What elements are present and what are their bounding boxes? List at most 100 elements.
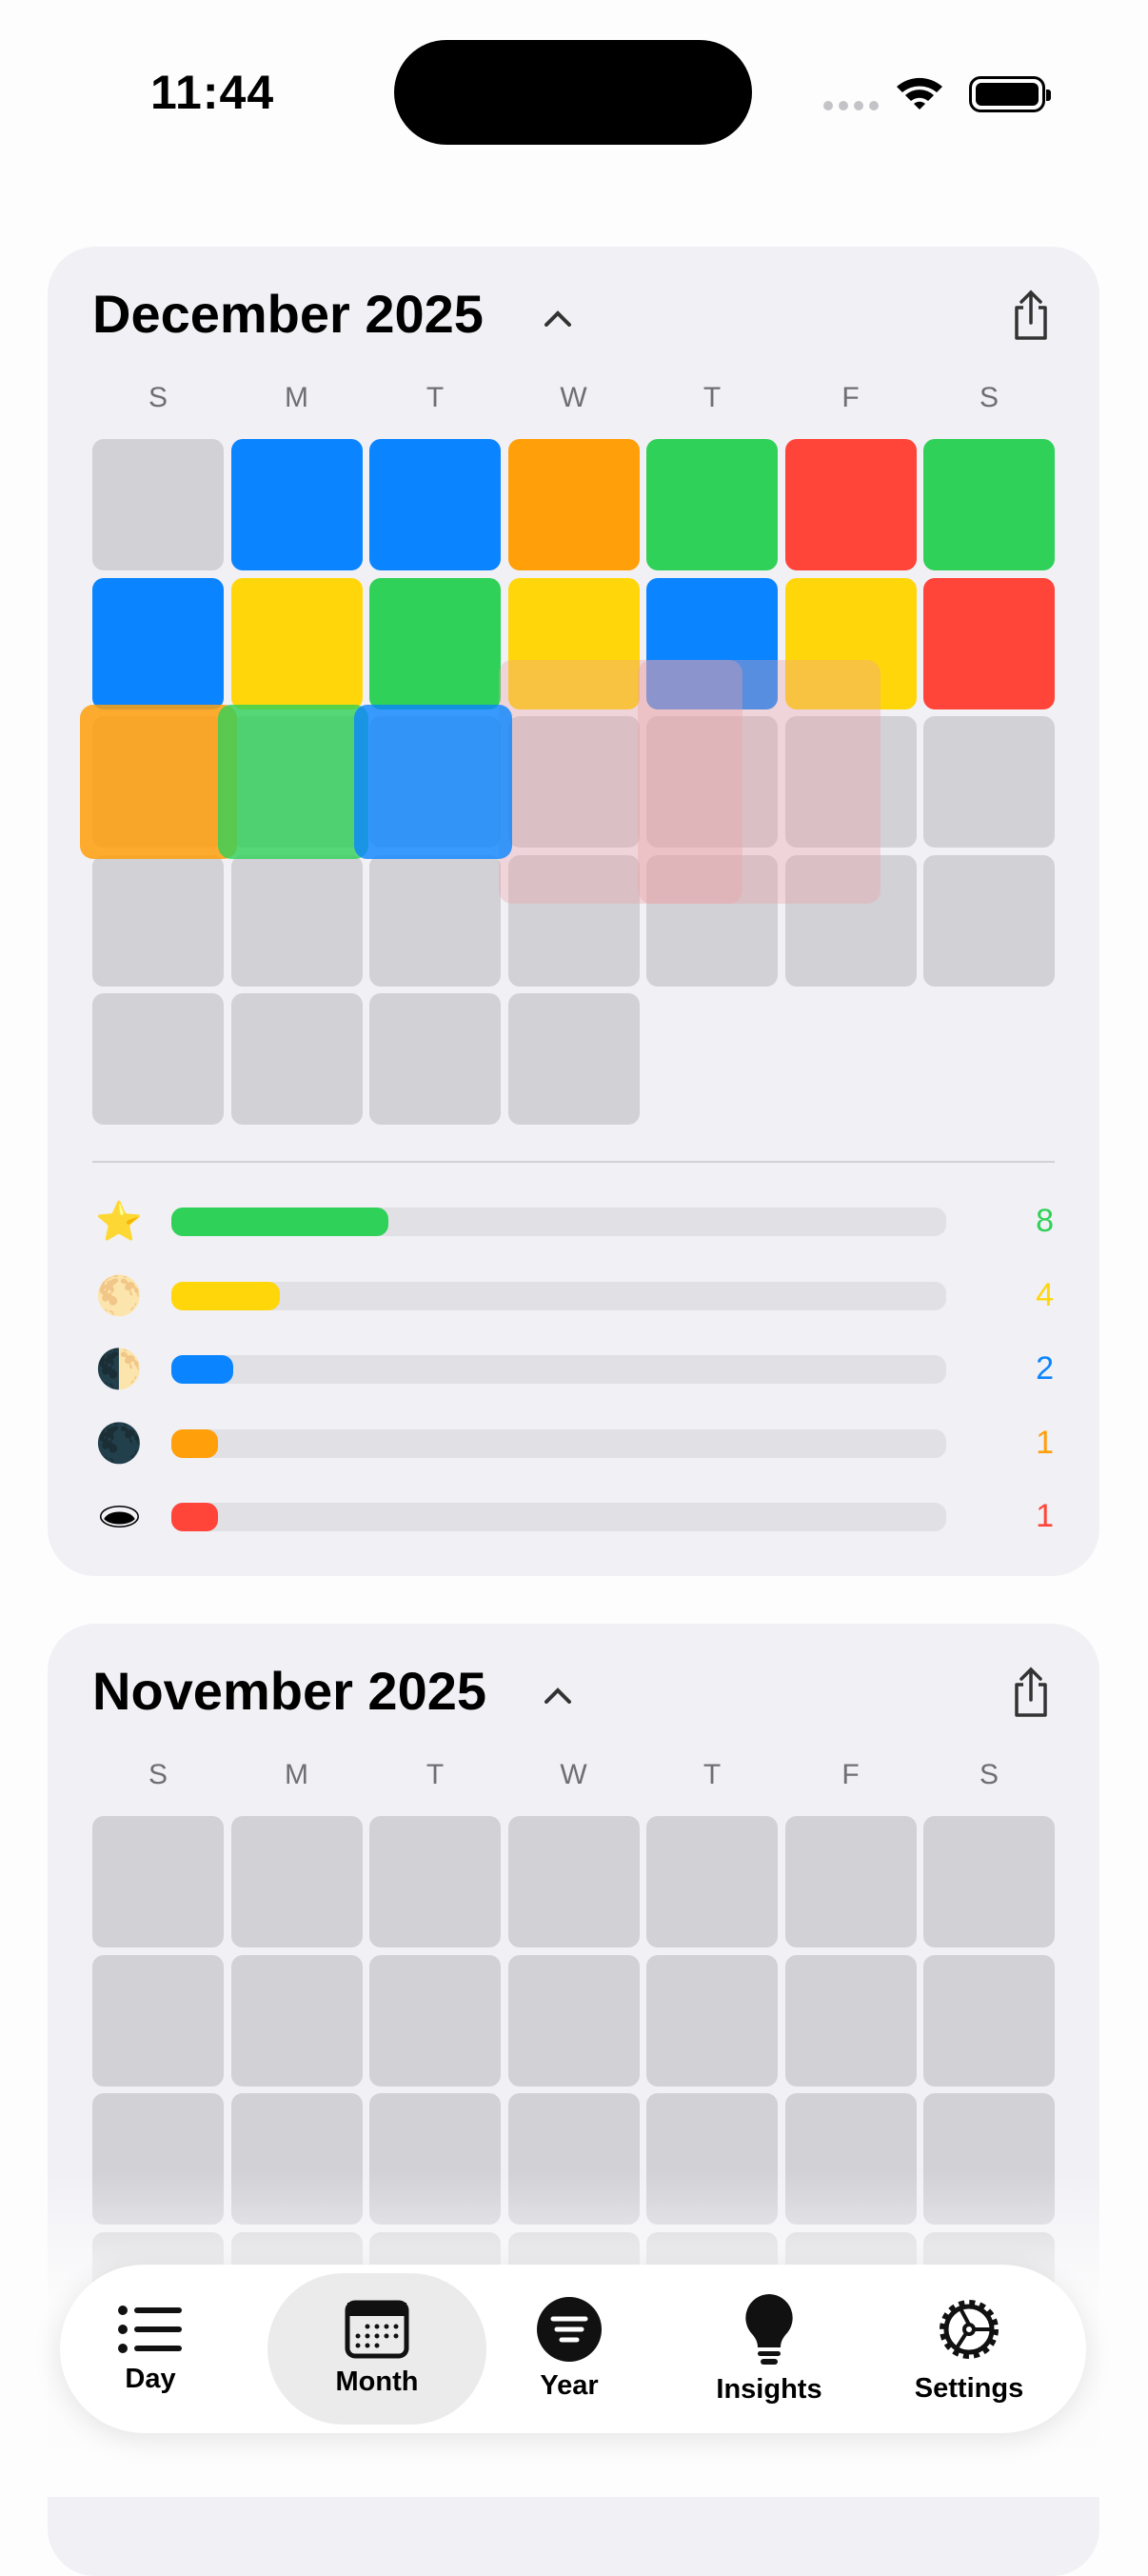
day-cell[interactable]: [230, 1954, 363, 2087]
weekday-label: T: [426, 1759, 445, 1790]
weekday-label: T: [426, 382, 445, 413]
weekday-label: M: [285, 382, 308, 413]
day-cell[interactable]: [784, 1954, 917, 2087]
day-cell[interactable]: [507, 854, 640, 987]
day-cell[interactable]: [923, 1954, 1055, 2087]
tab-settings[interactable]: Settings: [888, 2265, 1050, 2433]
share-icon[interactable]: [1009, 1666, 1053, 1719]
day-cell[interactable]: [923, 577, 1055, 709]
day-cell[interactable]: [923, 854, 1055, 987]
hole-icon: 🕳: [95, 1496, 144, 1538]
stat-bar: [171, 1428, 946, 1458]
day-cell[interactable]: [507, 439, 640, 570]
day-cell[interactable]: [230, 577, 363, 709]
battery-icon: [969, 76, 1051, 112]
weekday-label: S: [979, 382, 999, 413]
tab-label: Day: [125, 2364, 176, 2394]
day-cell[interactable]: [230, 993, 363, 1125]
stat-bar-fill: [171, 1355, 234, 1384]
dragged-tile[interactable]: [80, 705, 237, 859]
day-cell[interactable]: [369, 577, 501, 709]
year-filter-icon: [537, 2297, 602, 2362]
day-cell[interactable]: [507, 577, 640, 709]
day-cell[interactable]: [646, 716, 778, 848]
day-cell[interactable]: [92, 993, 224, 1125]
day-cell[interactable]: [784, 439, 917, 570]
day-cell[interactable]: [369, 993, 501, 1125]
day-cell[interactable]: [92, 1816, 224, 1947]
dragged-tile[interactable]: [638, 660, 881, 904]
star-icon: ⭐: [95, 1201, 143, 1243]
stat-count: 2: [1036, 1350, 1054, 1387]
new-moon-icon: 🌑: [95, 1422, 143, 1465]
tab-year[interactable]: Year: [498, 2265, 641, 2433]
day-cell[interactable]: [646, 854, 778, 987]
stat-count: 8: [1036, 1203, 1054, 1239]
day-cell[interactable]: [507, 1954, 640, 2087]
day-cell[interactable]: [507, 993, 640, 1125]
full-moon-icon: 🌕: [95, 1274, 143, 1317]
signal-icon: [823, 101, 879, 110]
tab-day[interactable]: Day: [79, 2265, 222, 2433]
tab-month[interactable]: Month: [267, 2273, 486, 2425]
day-cell[interactable]: [369, 439, 501, 570]
day-cell[interactable]: [646, 1816, 778, 1947]
chevron-up-icon[interactable]: [541, 1679, 575, 1713]
tab-label: Settings: [914, 2373, 1024, 2404]
wifi-icon: [897, 77, 942, 110]
dragged-tile[interactable]: [218, 705, 368, 859]
tab-insights[interactable]: Insights: [688, 2265, 850, 2433]
day-cell[interactable]: [230, 439, 363, 570]
day-cell[interactable]: [92, 1954, 224, 2087]
lightbulb-icon: [745, 2294, 793, 2365]
chevron-up-icon[interactable]: [541, 302, 575, 336]
day-cell[interactable]: [784, 577, 917, 709]
day-cell[interactable]: [369, 1954, 501, 2087]
day-cell[interactable]: [369, 854, 501, 987]
weekday-label: W: [560, 1759, 587, 1790]
stat-bar-fill: [171, 1281, 280, 1310]
status-time: 11:44: [150, 66, 275, 119]
day-cell[interactable]: [646, 577, 778, 709]
calendar-icon: [345, 2300, 409, 2359]
tab-label: Insights: [716, 2374, 822, 2405]
day-cell[interactable]: [92, 577, 224, 709]
tab-bar: Day Month Year Insights Settings: [60, 2265, 1086, 2433]
stat-bar-fill: [171, 1428, 218, 1458]
day-cell[interactable]: [784, 716, 917, 848]
day-cell[interactable]: [784, 1816, 917, 1947]
weekday-label: F: [841, 382, 860, 413]
day-cell[interactable]: [92, 854, 224, 987]
stat-count: 1: [1036, 1498, 1054, 1534]
stat-bar-fill: [171, 1503, 218, 1531]
day-cell[interactable]: [923, 439, 1055, 570]
weekday-label: T: [703, 382, 722, 413]
day-cell[interactable]: [646, 439, 778, 570]
divider: [92, 1161, 1055, 1163]
month-card-december: December 2025 S M T W T F S ⭐ 8 🌕 4 🌓 2 🌑 1 🕳 1: [48, 247, 1099, 1576]
tab-label: Year: [540, 2370, 599, 2401]
stat-bar-fill: [171, 1208, 388, 1236]
day-cell[interactable]: [507, 1816, 640, 1947]
tab-label: Month: [335, 2366, 419, 2397]
weekday-label: S: [979, 1759, 999, 1790]
day-cell[interactable]: [230, 1816, 363, 1947]
weekday-label: T: [703, 1759, 722, 1790]
day-cell[interactable]: [923, 716, 1055, 848]
gear-icon: [940, 2300, 999, 2359]
dragged-tile[interactable]: [354, 705, 512, 859]
day-cell[interactable]: [92, 439, 224, 570]
day-cell[interactable]: [230, 854, 363, 987]
dragged-tile[interactable]: [499, 660, 742, 904]
day-cell[interactable]: [923, 1816, 1055, 1947]
list-icon: [118, 2306, 182, 2353]
day-cell[interactable]: [784, 854, 917, 987]
day-cell[interactable]: [507, 716, 640, 848]
stat-count: 1: [1036, 1424, 1054, 1461]
stat-bar: [171, 1355, 946, 1384]
day-cell[interactable]: [646, 1954, 778, 2087]
share-icon[interactable]: [1009, 289, 1053, 342]
day-cell[interactable]: [369, 1816, 501, 1947]
weekday-label: F: [841, 1759, 860, 1790]
dynamic-island: [394, 40, 752, 145]
